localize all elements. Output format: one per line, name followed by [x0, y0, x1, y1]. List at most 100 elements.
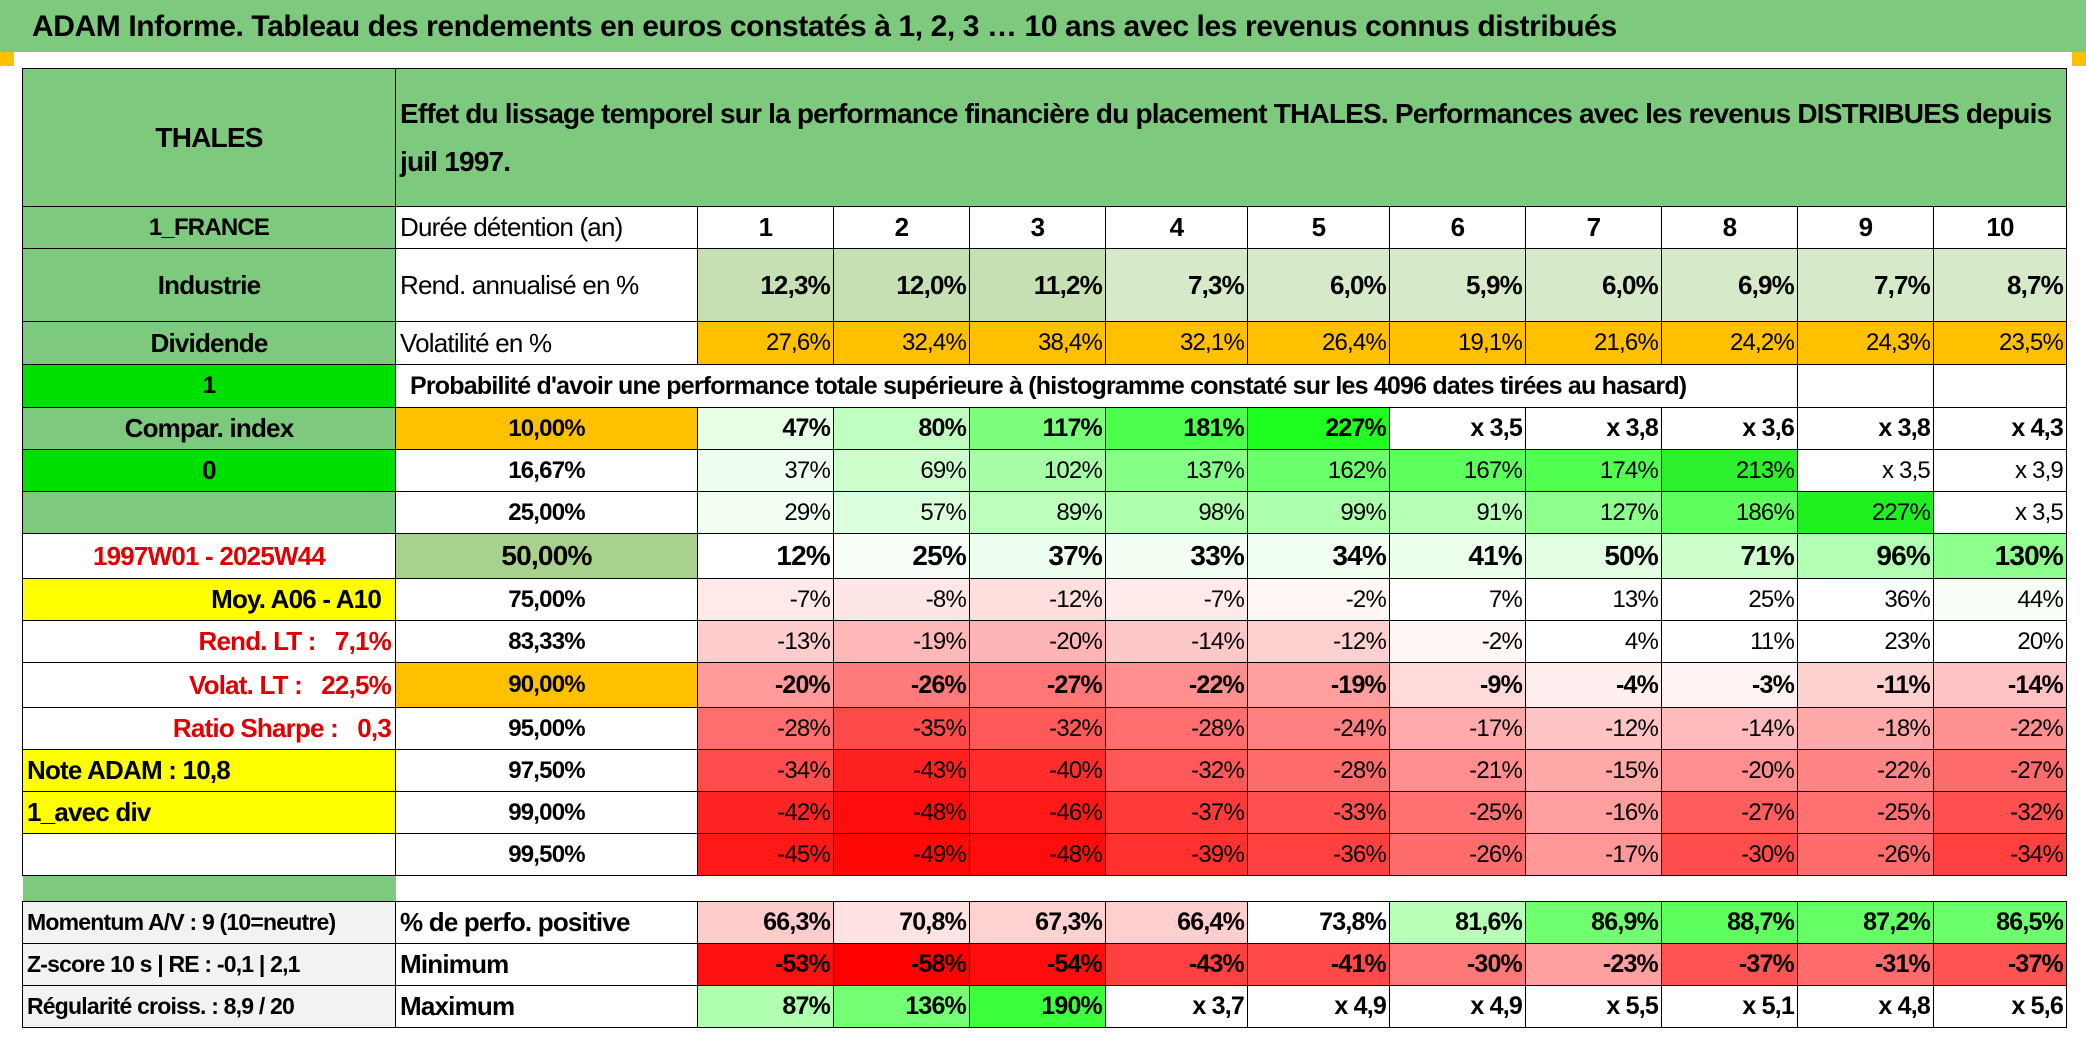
- empty-cell: [1933, 364, 2067, 408]
- positive-label: % de perfo. positive: [395, 901, 698, 944]
- quantile-cell: -7%: [697, 578, 834, 621]
- positive-cell: 66,3%: [697, 901, 834, 944]
- quantile-cell: 36%: [1797, 578, 1934, 621]
- vol-cell: 26,4%: [1247, 321, 1390, 365]
- quantile-cell: x 3,5: [1933, 491, 2067, 534]
- note-adam-label: Note ADAM : 10,8: [22, 749, 396, 792]
- flag-one: 1: [22, 364, 396, 408]
- max-cell: x 5,6: [1933, 985, 2067, 1028]
- summary-row: Momentum A/V : 9 (10=neutre)% de perfo. …: [22, 901, 2067, 944]
- vol-cell: 24,2%: [1661, 321, 1798, 365]
- performance-table: THALES Effet du lissage temporel sur la …: [22, 68, 2067, 1028]
- rend-cell: 12,0%: [833, 248, 970, 322]
- country-label: 1_FRANCE: [22, 206, 396, 249]
- spacer-row: [22, 875, 2067, 902]
- quantile-label: 16,67%: [395, 449, 698, 492]
- max-cell: x 5,1: [1661, 985, 1798, 1028]
- quantile-cell: 117%: [969, 407, 1106, 450]
- quantile-row: 1_avec div 99,00% -42% -48% -46% -37% -33% -25%…: [22, 791, 2067, 834]
- min-cell: -37%: [1933, 943, 2067, 986]
- quantile-row: Note ADAM : 10,8 97,50% -34% -43% -40% -32% -2…: [22, 749, 2067, 792]
- summary-row: Régularité croiss. : 8,9 / 20 Maximum 87% 1…: [22, 985, 2067, 1028]
- quantile-cell: 41%: [1389, 533, 1526, 579]
- year-header: 3: [969, 206, 1106, 249]
- quantile-cell: 7%: [1389, 578, 1526, 621]
- quantile-cell: 99%: [1247, 491, 1390, 534]
- quantile-cell: -2%: [1389, 620, 1526, 663]
- avec-div-label: 1_avec div: [22, 791, 396, 834]
- rend-cell: 7,3%: [1105, 248, 1248, 322]
- quantile-cell: -27%: [969, 662, 1106, 708]
- quantile-cell: -48%: [969, 833, 1106, 876]
- min-cell: -54%: [969, 943, 1106, 986]
- vol-cell: 27,6%: [697, 321, 834, 365]
- quantile-cell: -36%: [1247, 833, 1390, 876]
- max-cell: x 4,8: [1797, 985, 1934, 1028]
- quantile-cell: 57%: [833, 491, 970, 534]
- min-cell: -43%: [1105, 943, 1248, 986]
- quantile-cell: -17%: [1389, 707, 1526, 750]
- year-header: 10: [1933, 206, 2067, 249]
- quantile-cell: -37%: [1105, 791, 1248, 834]
- quantile-cell: -34%: [697, 749, 834, 792]
- quantile-cell: -28%: [1105, 707, 1248, 750]
- quantile-cell: -4%: [1525, 662, 1662, 708]
- quantile-row: 1997W01 - 2025W44 50,00% 12% 25% 37% 33% 34% 41…: [22, 533, 2067, 579]
- quantile-cell: -8%: [833, 578, 970, 621]
- quantile-cell: -2%: [1247, 578, 1390, 621]
- min-label: Minimum: [395, 943, 698, 986]
- quantile-cell: 29%: [697, 491, 834, 534]
- min-cell: -30%: [1389, 943, 1526, 986]
- quantile-cell: -12%: [1247, 620, 1390, 663]
- positive-cell: 81,6%: [1389, 901, 1526, 944]
- quantile-label: 50,00%: [395, 533, 698, 579]
- quantile-cell: -18%: [1797, 707, 1934, 750]
- quantile-label: 99,50%: [395, 833, 698, 876]
- quantile-cell: -14%: [1105, 620, 1248, 663]
- quantile-cell: x 3,5: [1389, 407, 1526, 450]
- quantile-cell: -9%: [1389, 662, 1526, 708]
- empty-green-cell: [22, 491, 396, 534]
- quantile-cell: -39%: [1105, 833, 1248, 876]
- quantile-cell: -26%: [833, 662, 970, 708]
- min-cell: -53%: [697, 943, 834, 986]
- quantile-cell: 127%: [1525, 491, 1662, 534]
- quantile-cell: 91%: [1389, 491, 1526, 534]
- positive-cell: 73,8%: [1247, 901, 1390, 944]
- quantile-cell: -27%: [1933, 749, 2067, 792]
- quantile-cell: 80%: [833, 407, 970, 450]
- min-cell: -37%: [1661, 943, 1798, 986]
- quantile-cell: -34%: [1933, 833, 2067, 876]
- quantile-cell: -7%: [1105, 578, 1248, 621]
- quantile-cell: x 4,3: [1933, 407, 2067, 450]
- quantile-cell: 47%: [697, 407, 834, 450]
- quantile-cell: 13%: [1525, 578, 1662, 621]
- quantile-row: 99,50% -45% -49% -48% -39% -36% -26% -17% -30% -2…: [22, 833, 2067, 876]
- quantile-cell: 37%: [697, 449, 834, 492]
- stock-name: THALES: [22, 68, 396, 207]
- year-header: 2: [833, 206, 970, 249]
- vol-cell: 23,5%: [1933, 321, 2067, 365]
- year-header: 4: [1105, 206, 1248, 249]
- rend-cell: 5,9%: [1389, 248, 1526, 322]
- positive-cell: 86,9%: [1525, 901, 1662, 944]
- year-header: 6: [1389, 206, 1526, 249]
- quantile-cell: 44%: [1933, 578, 2067, 621]
- quantile-cell: 34%: [1247, 533, 1390, 579]
- quantile-label: 97,50%: [395, 749, 698, 792]
- quantile-label: 10,00%: [395, 407, 698, 450]
- quantile-cell: 137%: [1105, 449, 1248, 492]
- quantile-cell: -42%: [697, 791, 834, 834]
- quantile-cell: -14%: [1661, 707, 1798, 750]
- quantile-label: 25,00%: [395, 491, 698, 534]
- year-header: 8: [1661, 206, 1798, 249]
- quantile-label: 83,33%: [395, 620, 698, 663]
- quantile-cell: -19%: [833, 620, 970, 663]
- quantile-cell: 227%: [1797, 491, 1934, 534]
- vol-cell: 32,1%: [1105, 321, 1248, 365]
- vol-cell: 24,3%: [1797, 321, 1934, 365]
- quantile-cell: -15%: [1525, 749, 1662, 792]
- min-cell: -23%: [1525, 943, 1662, 986]
- quantile-cell: 25%: [1661, 578, 1798, 621]
- spacer-blank: [396, 876, 2067, 902]
